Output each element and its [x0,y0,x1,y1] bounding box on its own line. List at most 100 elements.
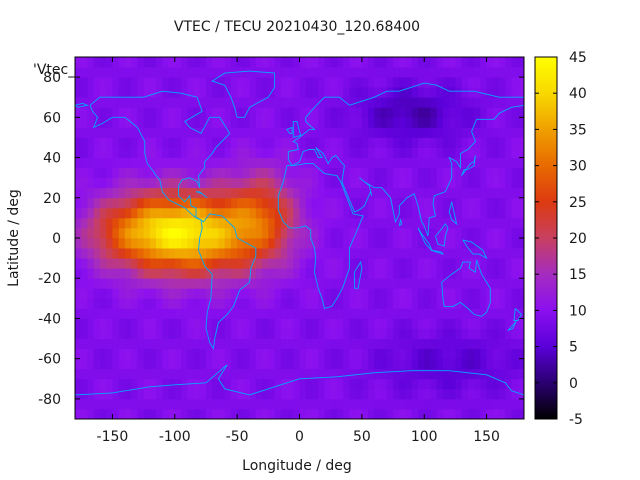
heatmap-cell [181,97,188,108]
heatmap-cell [224,328,232,339]
heatmap-cell [243,177,251,189]
heatmap-cell [287,87,294,98]
heatmap-cell [112,398,120,410]
heatmap-cell [449,328,456,339]
heatmap-cell [131,187,138,199]
heatmap-cell [355,117,363,128]
heatmap-cell [324,398,332,410]
heatmap-cell [81,107,88,118]
heatmap-cell [187,87,194,98]
heatmap-cell [374,127,381,138]
x-tick-label: 50 [353,429,371,445]
heatmap-cell [442,378,450,390]
heatmap-cell [467,147,475,158]
heatmap-cell [81,207,88,219]
heatmap-cell [330,177,338,189]
heatmap-cell [293,278,300,289]
heatmap-cell [492,157,500,169]
heatmap-cell [218,137,226,148]
heatmap-cell [287,197,294,209]
heatmap-cell [149,348,157,360]
heatmap-cell [181,258,188,269]
heatmap-cell [436,57,444,68]
heatmap-cell [386,77,394,88]
heatmap-cell [467,107,475,118]
heatmap-cell [449,77,456,88]
heatmap-cell [368,77,375,88]
heatmap-cell [361,258,369,269]
heatmap-cell [349,97,357,108]
heatmap-cell [424,67,431,78]
heatmap-cell [255,388,263,400]
heatmap-cell [386,217,394,229]
heatmap-cell [424,107,431,118]
heatmap-cell [511,248,519,259]
heatmap-cell [112,348,120,360]
heatmap-cell [106,318,113,329]
heatmap-cell [461,137,469,148]
heatmap-cell [168,238,176,249]
heatmap-cell [417,107,425,118]
heatmap-cell [505,107,512,118]
heatmap-cell [218,227,226,239]
heatmap-cell [137,238,144,249]
heatmap-cell [137,388,144,400]
heatmap-cell [99,57,107,68]
heatmap-cell [230,117,238,128]
heatmap-cell [374,398,381,410]
heatmap-cell [187,157,194,169]
heatmap-cell [349,408,357,420]
heatmap-cell [299,258,307,269]
heatmap-cell [168,227,176,239]
heatmap-cell [455,177,463,189]
heatmap-cell [318,248,325,259]
heatmap-cell [442,157,450,169]
heatmap-cell [131,117,138,128]
heatmap-cell [380,318,388,329]
heatmap-cell [492,368,500,380]
heatmap-cell [212,227,219,239]
heatmap-cell [343,77,350,88]
heatmap-cell [411,107,419,118]
heatmap-cell [311,348,319,360]
heatmap-cell [181,278,188,289]
heatmap-cell [480,127,487,138]
heatmap-cell [355,378,363,390]
heatmap-cell [467,197,475,209]
heatmap-cell [324,187,332,199]
heatmap-cell [87,117,95,128]
heatmap-cell [205,167,213,179]
coastlines [74,70,525,396]
heatmap-cell [411,408,419,420]
heatmap-cell [330,117,338,128]
heatmap-cell [249,278,257,289]
heatmap-cell [442,107,450,118]
heatmap-cell [436,117,444,128]
heatmap-cell [311,408,319,420]
heatmap-cell [274,157,282,169]
heatmap-cell [224,348,232,360]
heatmap-cell [237,197,244,209]
heatmap-cell [262,227,269,239]
heatmap-cell [87,177,95,189]
heatmap-cell [81,358,88,370]
heatmap-cell [293,258,300,269]
heatmap-cell [224,358,232,370]
heatmap-cell [87,268,95,279]
heatmap-cell [499,217,506,229]
heatmap-cell [455,197,463,209]
heatmap-cell [517,127,525,138]
y-tick-label: -60 [38,352,61,368]
heatmap-cell [517,248,525,259]
heatmap-cell [380,238,388,249]
heatmap-cell [118,268,126,279]
heatmap-cell [411,328,419,339]
heatmap-cell [131,167,138,179]
heatmap-cell [393,137,400,148]
heatmap-cell [75,308,82,319]
heatmap-cell [386,227,394,239]
heatmap-cell [262,348,269,360]
heatmap-cell [399,57,406,68]
heatmap-cell [474,227,481,239]
series-key: 'Vtec_ [33,62,76,78]
